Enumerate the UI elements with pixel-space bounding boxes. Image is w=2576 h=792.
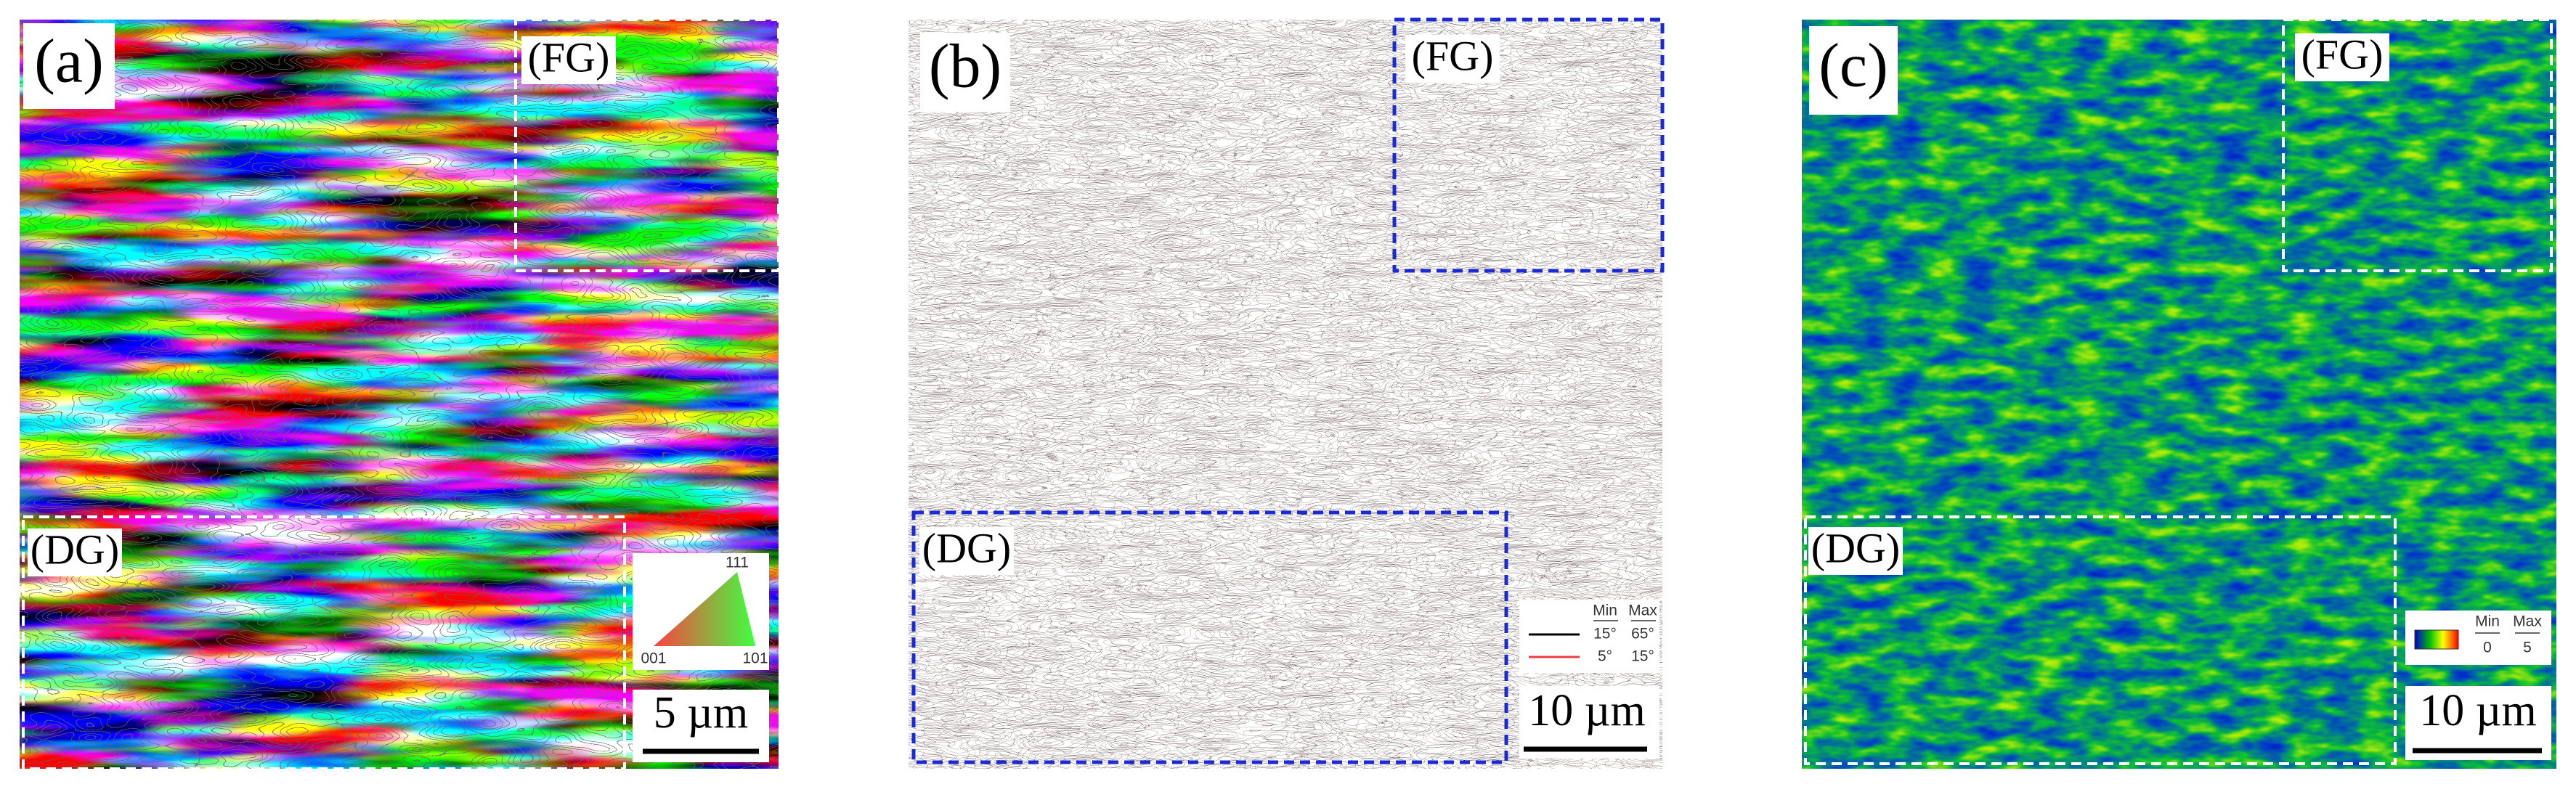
label-box	[28, 528, 122, 576]
label-box	[23, 23, 115, 109]
ipf-triangle	[654, 572, 755, 646]
legend-text: 001	[641, 650, 666, 667]
legend-header: Max	[1628, 603, 1657, 619]
legend-text: 111	[726, 555, 749, 571]
dg-label: (DG)	[31, 526, 119, 573]
legend-text: 0	[2483, 640, 2492, 656]
fg-label: (FG)	[1412, 32, 1494, 79]
fg-label: (FG)	[528, 33, 610, 81]
panel-c: (c) (FG) (DG) Min Max 0 5 10 µm	[1802, 18, 2556, 769]
scale-bar-box	[2405, 686, 2551, 760]
scale-bar-label: 5 µm	[654, 688, 748, 738]
label-box	[1808, 527, 1903, 575]
label-box	[1405, 35, 1500, 83]
fg-label: (FG)	[2301, 30, 2384, 78]
dg-box	[911, 510, 1508, 764]
dg-box	[22, 515, 626, 770]
label-box	[920, 33, 1010, 113]
dg-label: (DG)	[1811, 524, 1900, 571]
legend-text: 5	[2523, 640, 2532, 656]
legend-text: 15°	[1631, 648, 1654, 665]
dg-box	[1804, 515, 2397, 765]
legend-header: Min	[2475, 613, 2500, 630]
scale-bar-box	[1519, 686, 1659, 759]
legend-text: 5°	[1598, 648, 1612, 665]
panel-a: (a) (FG) (DG) 111 001 101 5 µm	[20, 18, 780, 770]
dg-label: (DG)	[922, 524, 1011, 571]
label-box	[521, 36, 616, 84]
scale-bar-label: 10 µm	[1528, 686, 1645, 735]
panel-label: (a)	[34, 26, 103, 96]
legend-text: 65°	[1631, 626, 1654, 642]
scale-bar-label: 10 µm	[2419, 686, 2536, 735]
panel-label: (b)	[929, 31, 1001, 101]
label-box	[1809, 26, 1898, 115]
fg-box	[514, 18, 780, 272]
ipf-triangle-wash	[654, 572, 755, 646]
legend-text: 101	[742, 650, 768, 667]
color-bar	[2414, 629, 2459, 650]
label-box	[919, 527, 1014, 575]
fg-box	[2282, 18, 2553, 272]
label-box	[2295, 33, 2389, 81]
legend-header: Min	[1593, 603, 1617, 619]
panel-label: (c)	[1819, 30, 1888, 100]
boundary-legend	[1519, 600, 1659, 673]
panel-b: (b) (FG) (DG) Min Max 15° 65° 5° 15° 10 …	[909, 17, 1665, 769]
fg-box	[1392, 17, 1665, 273]
legend-text: 15°	[1593, 626, 1617, 642]
legend-header: Max	[2513, 613, 2542, 630]
